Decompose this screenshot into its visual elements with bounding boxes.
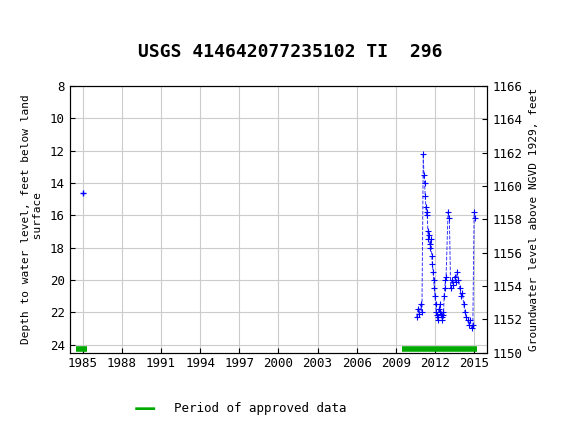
Text: —: — (134, 399, 156, 418)
Y-axis label: Groundwater level above NGVD 1929, feet: Groundwater level above NGVD 1929, feet (529, 88, 539, 351)
Text: USGS 414642077235102 TI  296: USGS 414642077235102 TI 296 (138, 43, 442, 61)
Text: ▒USGS: ▒USGS (12, 9, 70, 30)
Y-axis label: Depth to water level, feet below land
 surface: Depth to water level, feet below land su… (21, 95, 43, 344)
Text: Period of approved data: Period of approved data (174, 402, 346, 415)
